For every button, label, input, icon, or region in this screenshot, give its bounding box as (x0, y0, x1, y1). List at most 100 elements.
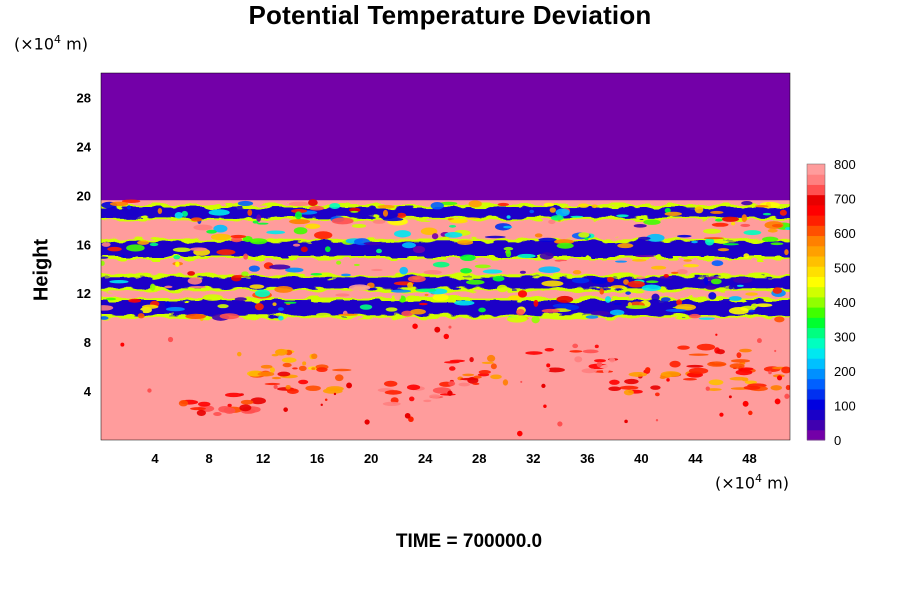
lower-feature (599, 364, 615, 369)
lower-feature (285, 384, 291, 390)
turbulence-cell (234, 297, 247, 302)
lower-feature (581, 368, 597, 374)
colorbar-tick-label: 200 (834, 364, 856, 379)
turbulence-cell (503, 246, 514, 251)
colorbar-swatch (807, 286, 825, 298)
turbulence-cell (407, 282, 414, 289)
lower-feature (269, 367, 275, 373)
turbulence-cell (331, 217, 354, 225)
lower-feature (322, 388, 343, 394)
lower-feature (472, 382, 480, 385)
x-tick-label: 40 (634, 451, 648, 466)
colorbar-frame (806, 163, 826, 441)
lower-speck (705, 386, 710, 391)
turbulence-cell (643, 219, 661, 225)
lower-feature (449, 359, 465, 363)
turbulence-cell (683, 259, 692, 262)
turbulence-cell (431, 233, 439, 240)
colorbar-swatch (807, 419, 825, 431)
turbulence-cell (591, 277, 608, 285)
lower-speck (120, 342, 125, 347)
turbulence-cell (774, 316, 785, 323)
turbulence-cell (418, 302, 428, 306)
turbulence-cell (703, 228, 721, 234)
turbulence-cell (613, 302, 622, 306)
lower-speck (167, 336, 174, 343)
turbulence-cell (584, 237, 589, 241)
colorbar-tick-label: 100 (834, 399, 856, 414)
turbulence-cell (101, 256, 109, 259)
turbulence-cell (103, 218, 116, 225)
colorbar-tick-label: 300 (834, 330, 856, 345)
turbulence-cell (121, 199, 141, 203)
turbulence-cell (785, 227, 790, 231)
lower-feature (781, 366, 790, 374)
x-tick-label: 32 (526, 451, 540, 466)
lower-speck (645, 367, 651, 373)
colorbar-swatch (807, 194, 825, 206)
plot-area (100, 72, 791, 441)
turbulence-cell (370, 268, 383, 272)
lower-feature (490, 363, 497, 370)
y-tick-label: 4 (84, 384, 92, 399)
colorbar-swatch (807, 348, 825, 359)
turbulence-cell (394, 230, 412, 238)
turbulence-cell (294, 211, 302, 220)
lower-feature (594, 359, 607, 363)
lower-speck (768, 370, 772, 375)
colorbar-swatch (807, 245, 825, 257)
x-tick-label: 36 (580, 451, 594, 466)
lower-feature (525, 351, 543, 355)
chart-title: Potential Temperature Deviation (248, 0, 652, 30)
lower-speck (520, 380, 523, 383)
turbulence-cell (217, 304, 229, 309)
colorbar-tick-label: 700 (834, 192, 856, 207)
y-tick-label: 28 (77, 90, 91, 105)
turbulence-cell (663, 273, 669, 278)
turbulence-cell (285, 267, 304, 273)
lower-feature (409, 396, 415, 402)
turbulence-cell (754, 204, 769, 208)
lower-feature (460, 377, 479, 381)
turbulence-cell (625, 291, 631, 295)
lower-feature (473, 375, 482, 379)
turbulence-cell (249, 284, 265, 289)
lower-feature (481, 361, 494, 364)
turbulence-cell (683, 263, 700, 268)
turbulence-cell (348, 284, 371, 291)
y-axis-unit: (×104 m) (14, 33, 88, 53)
lower-feature (739, 348, 752, 353)
turbulence-cell (570, 215, 584, 218)
lower-feature (486, 354, 496, 362)
turbulence-cell (770, 242, 784, 246)
turbulence-cell (641, 284, 662, 292)
turbulence-cell (269, 264, 291, 270)
turbulence-cell (505, 249, 512, 258)
turbulence-cell (548, 219, 556, 225)
lower-feature (275, 348, 288, 356)
turbulence-cell (460, 268, 472, 274)
turbulence-cell (202, 294, 223, 301)
colorbar-swatch (807, 276, 825, 288)
lower-feature (260, 364, 273, 369)
x-tick-label: 20 (364, 451, 378, 466)
lower-feature (198, 401, 211, 407)
lower-speck (147, 388, 152, 393)
turbulence-cell (676, 299, 683, 306)
turbulence-cell (340, 273, 351, 277)
y-tick-label: 12 (77, 286, 91, 301)
lower-feature (609, 379, 620, 385)
turbulence-cell (550, 215, 564, 221)
turbulence-cell (484, 235, 506, 239)
lower-feature (574, 356, 583, 363)
lower-feature (271, 376, 282, 380)
lower-feature (729, 363, 745, 369)
turbulence-cell (632, 258, 647, 262)
lower-feature (448, 381, 456, 386)
colorbar-swatch (807, 378, 825, 390)
turbulence-cell (529, 209, 535, 214)
lower-speck (443, 333, 450, 340)
turbulence-cell (474, 264, 491, 269)
turbulence-cell (172, 247, 191, 252)
lower-feature (382, 401, 401, 407)
